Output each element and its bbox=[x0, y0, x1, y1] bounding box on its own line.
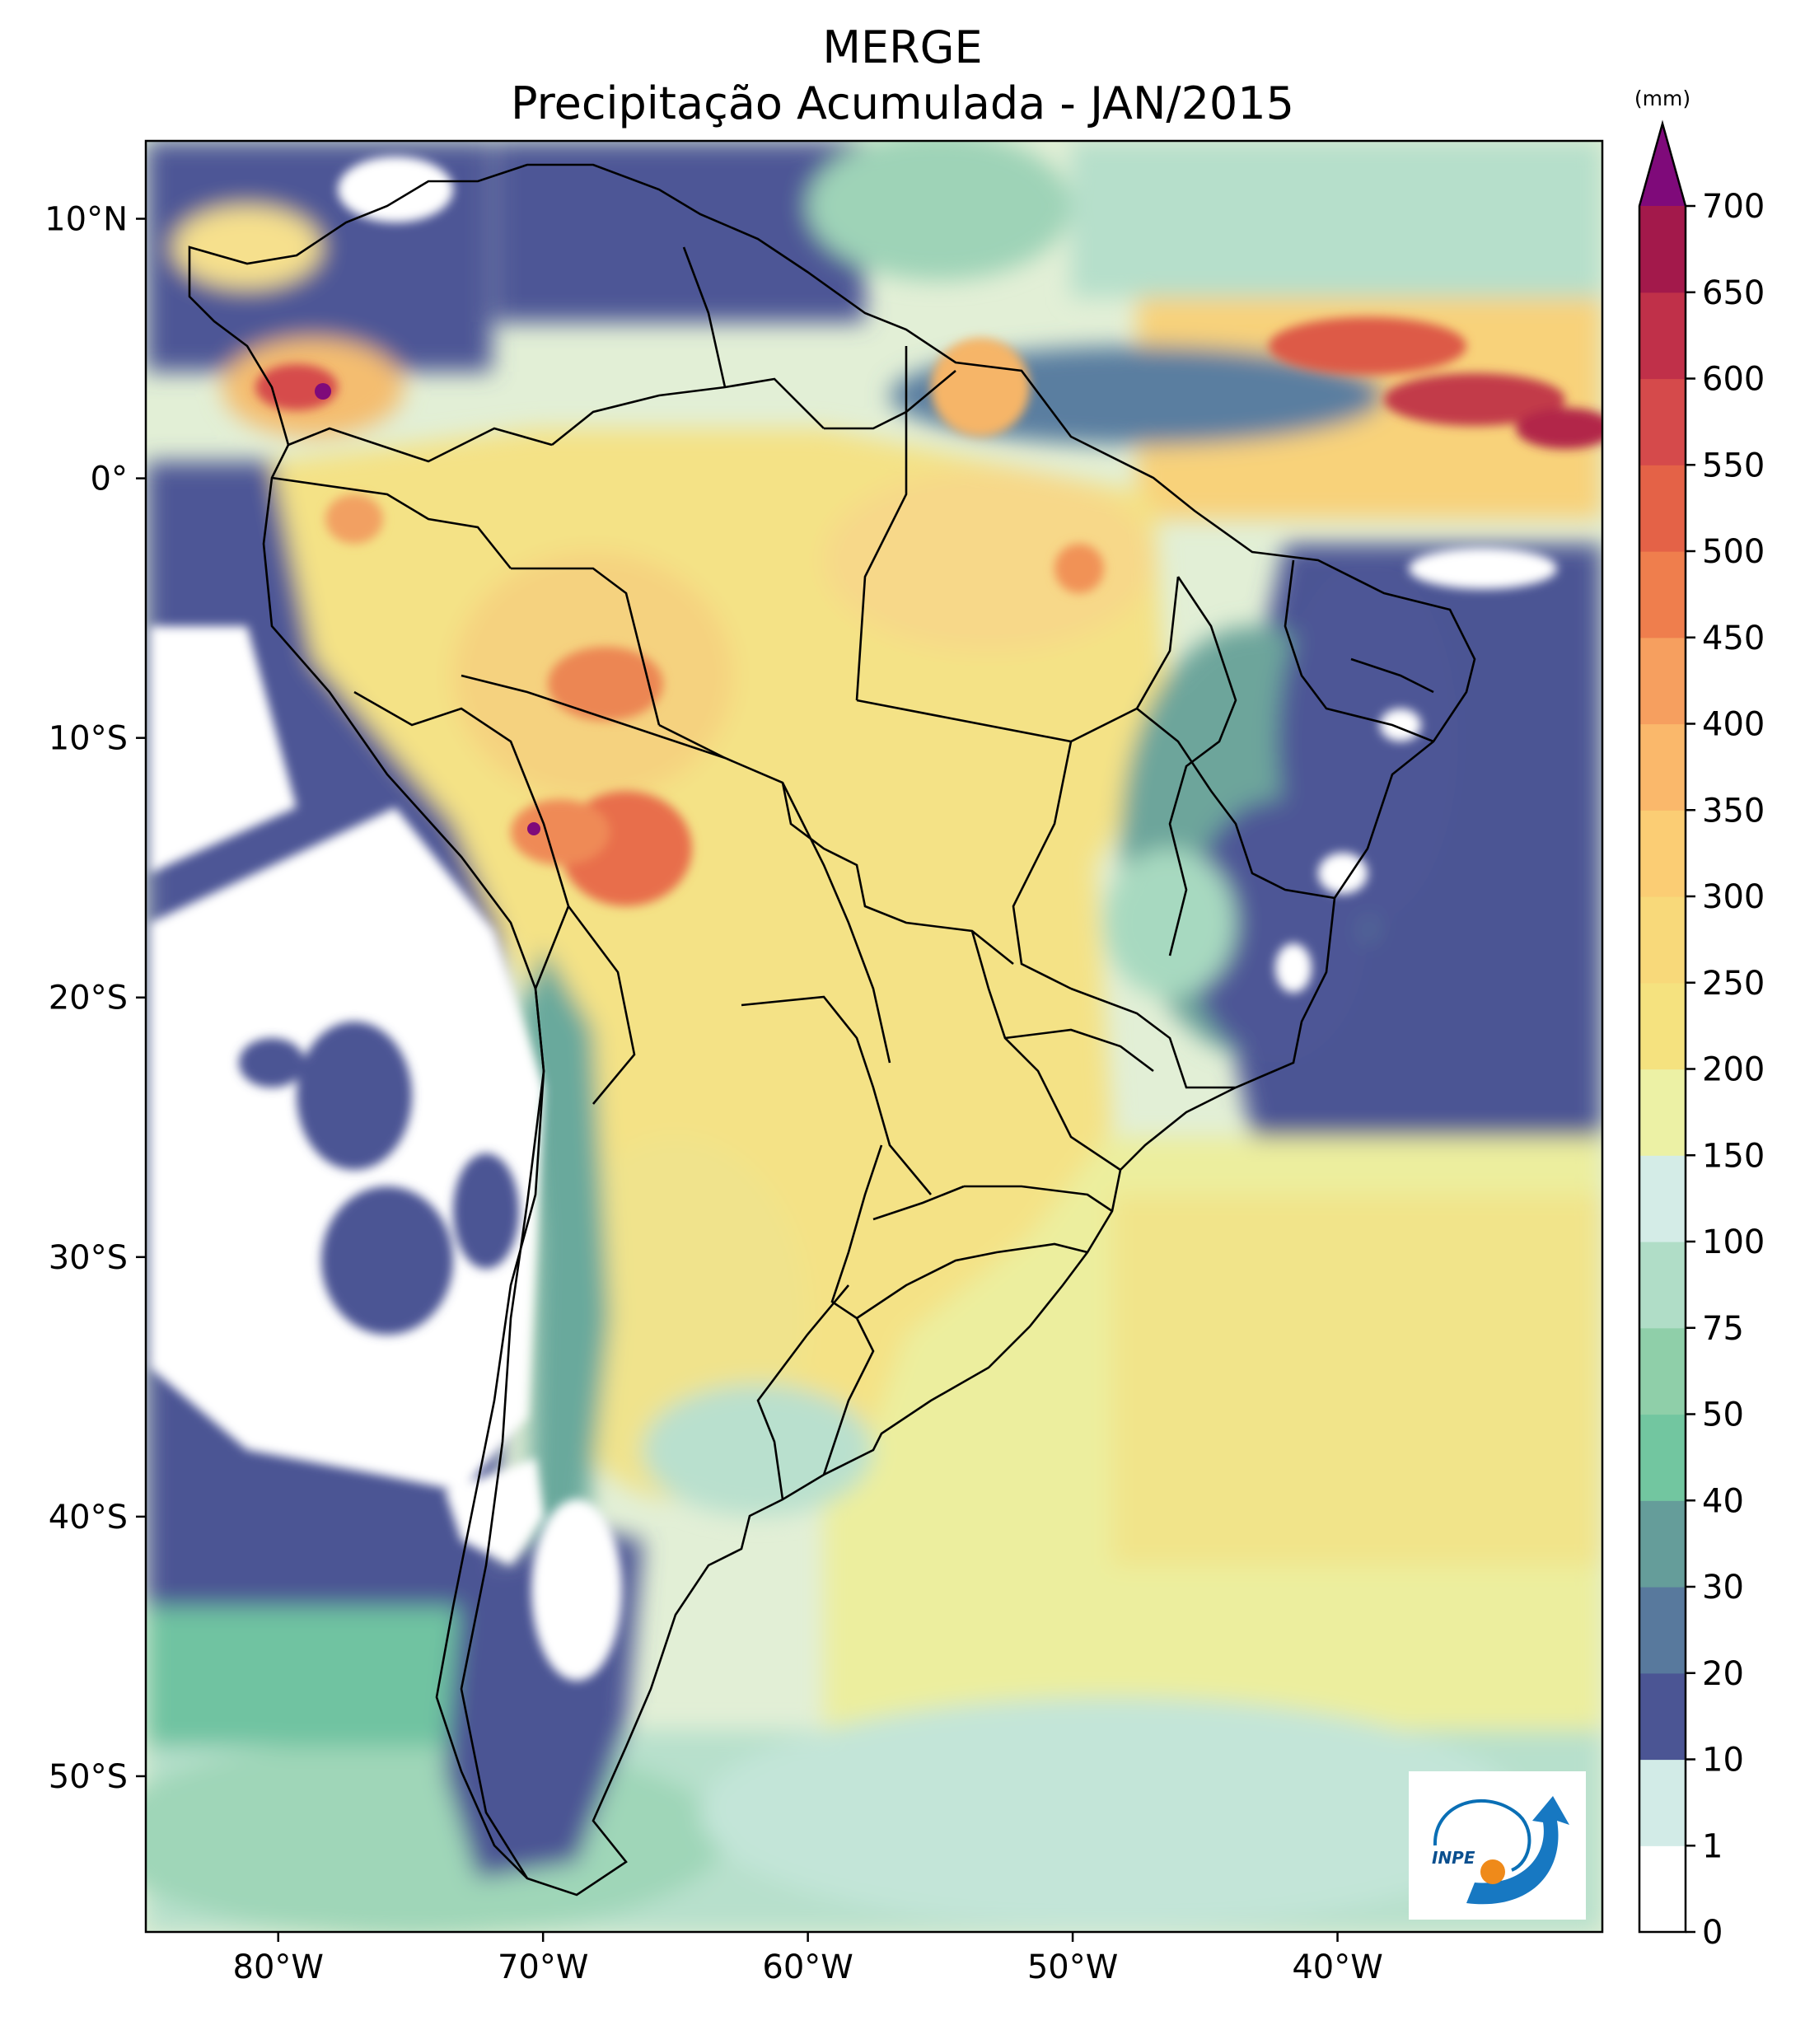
lat-tick-label: 10°S bbox=[49, 720, 128, 758]
lon-tick-label: 60°W bbox=[762, 1948, 853, 1986]
logo-arrow-icon bbox=[1466, 1796, 1569, 1905]
colorbar-segment bbox=[1639, 1845, 1686, 1933]
colorbar-segment bbox=[1639, 1759, 1686, 1846]
title-line-2: Precipitação Acumulada - JAN/2015 bbox=[510, 77, 1294, 129]
colorbar-tick-label: 10 bbox=[1702, 1742, 1744, 1780]
lat-tick-label: 50°S bbox=[49, 1758, 128, 1796]
lon-tick-label: 80°W bbox=[233, 1948, 324, 1986]
colorbar: (mm) 0 1 10 20 30 40 50 75 100 150 200 250 300 350 400… bbox=[1634, 87, 1765, 1952]
colorbar-tick-label: 1 bbox=[1702, 1827, 1723, 1865]
colorbar-segment bbox=[1639, 292, 1686, 380]
lat-tick-label: 20°S bbox=[49, 980, 128, 1017]
colorbar-outline bbox=[1638, 119, 1687, 1934]
colorbar-tick-label: 500 bbox=[1702, 533, 1765, 571]
map-axes: 80°W 70°W 60°W 50°W 40°W 10°N 0° 10°S 20°S 30°S 40… bbox=[44, 201, 1383, 1986]
colorbar-segment bbox=[1639, 896, 1686, 984]
colorbar-tick-label: 200 bbox=[1702, 1051, 1765, 1089]
lon-tick-label: 50°W bbox=[1027, 1948, 1118, 1986]
lon-tick-label: 40°W bbox=[1292, 1948, 1382, 1986]
colorbar-tick-label: 0 bbox=[1702, 1914, 1723, 1952]
colorbar-segment bbox=[1639, 1327, 1686, 1415]
colorbar-tick-label: 700 bbox=[1702, 188, 1765, 226]
lat-tick-label: 10°N bbox=[44, 201, 128, 239]
lat-tick-label: 30°S bbox=[49, 1239, 128, 1277]
colorbar-segment bbox=[1639, 1587, 1686, 1674]
colorbar-segment bbox=[1639, 378, 1686, 465]
colorbar-tick-label: 650 bbox=[1702, 274, 1765, 312]
colorbar-tick-label: 50 bbox=[1702, 1396, 1744, 1434]
colorbar-tick-label: 400 bbox=[1702, 706, 1765, 744]
inpe-logo: INPE bbox=[1409, 1771, 1586, 1920]
colorbar-segment bbox=[1639, 1672, 1686, 1761]
logo-orbit-icon bbox=[1433, 1798, 1531, 1872]
colorbar-tick-label: 100 bbox=[1702, 1223, 1765, 1261]
colorbar-segment bbox=[1639, 1242, 1686, 1329]
colorbar-tick-label: 75 bbox=[1702, 1310, 1744, 1348]
colorbar-segment bbox=[1639, 1069, 1686, 1156]
country-borders bbox=[188, 163, 1476, 1897]
logo-sun-icon bbox=[1480, 1859, 1505, 1884]
colorbar-segment bbox=[1639, 465, 1686, 552]
colorbar-tick-label: 250 bbox=[1702, 965, 1765, 1003]
colorbar-segment bbox=[1639, 723, 1686, 811]
title-line-1: MERGE bbox=[822, 21, 983, 73]
colorbar-tick-label: 300 bbox=[1702, 878, 1765, 916]
logo-text: INPE bbox=[1432, 1848, 1475, 1868]
colorbar-unit: (mm) bbox=[1634, 87, 1690, 110]
colorbar-tick-label: 150 bbox=[1702, 1137, 1765, 1175]
colorbar-segment bbox=[1639, 810, 1686, 897]
colorbar-tick-label: 550 bbox=[1702, 447, 1765, 484]
lat-tick-label: 40°S bbox=[49, 1499, 128, 1537]
colorbar-tick-label: 30 bbox=[1702, 1569, 1744, 1607]
precipitation-field bbox=[146, 141, 1602, 1932]
colorbar-segment bbox=[1639, 1500, 1686, 1588]
colorbar-segment bbox=[1639, 206, 1686, 293]
colorbar-segment bbox=[1639, 1414, 1686, 1501]
colorbar-segment bbox=[1639, 551, 1686, 638]
colorbar-tick-label: 350 bbox=[1702, 792, 1765, 830]
colorbar-segment bbox=[1639, 637, 1686, 725]
lat-tick-label: 0° bbox=[91, 461, 128, 498]
lon-tick-label: 70°W bbox=[498, 1948, 588, 1986]
map-frame bbox=[144, 139, 1604, 1934]
colorbar-tick-label: 600 bbox=[1702, 361, 1765, 399]
colorbar-segment bbox=[1639, 982, 1686, 1070]
colorbar-segment bbox=[1639, 1155, 1686, 1242]
colorbar-extend-arrow bbox=[1639, 124, 1686, 206]
colorbar-tick-label: 450 bbox=[1702, 620, 1765, 657]
colorbar-tick-label: 20 bbox=[1702, 1655, 1744, 1693]
colorbar-tick-label: 40 bbox=[1702, 1482, 1744, 1520]
